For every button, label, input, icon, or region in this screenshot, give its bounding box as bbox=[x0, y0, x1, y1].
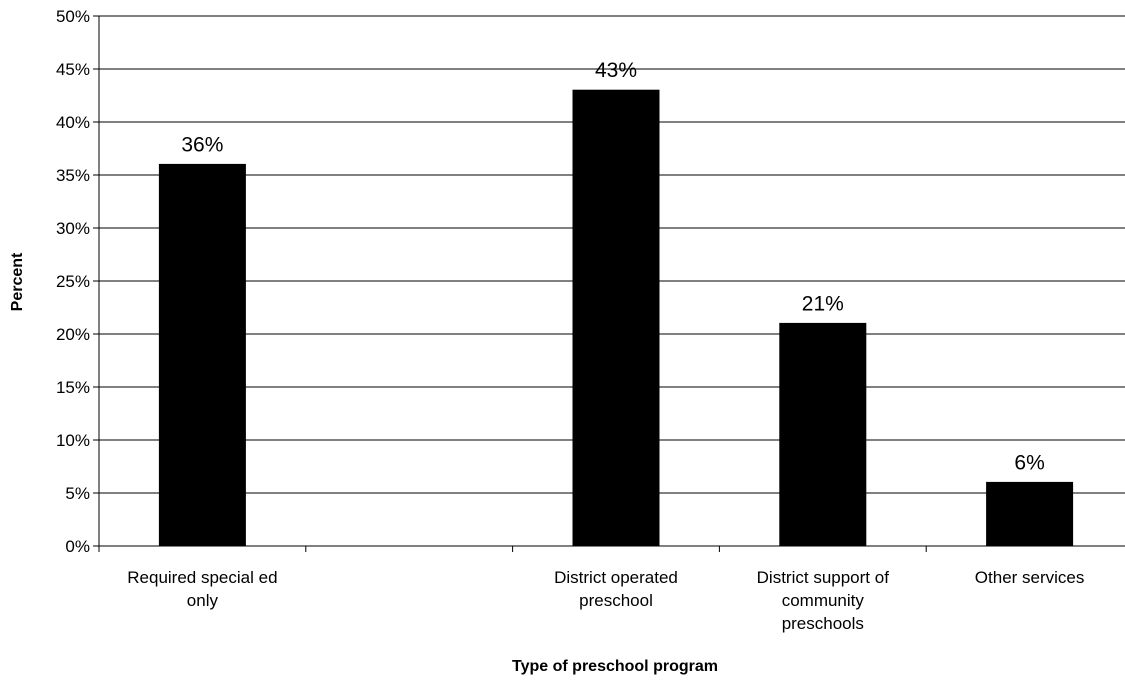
x-tick-label: Required special ed only bbox=[127, 568, 277, 610]
y-tick-label: 25% bbox=[56, 272, 90, 291]
bar bbox=[572, 89, 660, 547]
bar bbox=[158, 163, 246, 547]
data-labels: 36% 43% 21% 6% bbox=[181, 59, 1044, 474]
y-tick-label: 40% bbox=[56, 113, 90, 132]
bar bbox=[779, 322, 867, 547]
y-tick-labels: 0% 5% 10% 15% 20% 25% 30% 35% 40% 45% 50% bbox=[56, 7, 90, 556]
axes bbox=[93, 15, 1125, 552]
data-label: 36% bbox=[181, 133, 223, 156]
y-axis-title: Percent bbox=[9, 252, 26, 311]
y-tick-label: 30% bbox=[56, 219, 90, 238]
y-tick-label: 45% bbox=[56, 60, 90, 79]
y-tick-label: 50% bbox=[56, 7, 90, 26]
bars bbox=[158, 89, 1074, 547]
bar bbox=[986, 481, 1074, 547]
y-tick-label: 5% bbox=[65, 484, 90, 503]
y-tick-label: 0% bbox=[65, 537, 90, 556]
x-tick-labels: Required special ed only District operated… bbox=[127, 568, 1084, 633]
y-tick-label: 20% bbox=[56, 325, 90, 344]
x-tick-label: Other services bbox=[975, 568, 1085, 587]
x-tick-label: District operated preschool bbox=[554, 568, 678, 610]
x-tick-label: District support of community preschools bbox=[757, 568, 890, 633]
y-tick-label: 35% bbox=[56, 166, 90, 185]
x-axis-title: Type of preschool program bbox=[512, 658, 718, 675]
y-tick-label: 15% bbox=[56, 378, 90, 397]
data-label: 21% bbox=[802, 292, 844, 315]
data-label: 43% bbox=[595, 59, 637, 82]
data-label: 6% bbox=[1014, 451, 1044, 474]
y-tick-label: 10% bbox=[56, 431, 90, 450]
